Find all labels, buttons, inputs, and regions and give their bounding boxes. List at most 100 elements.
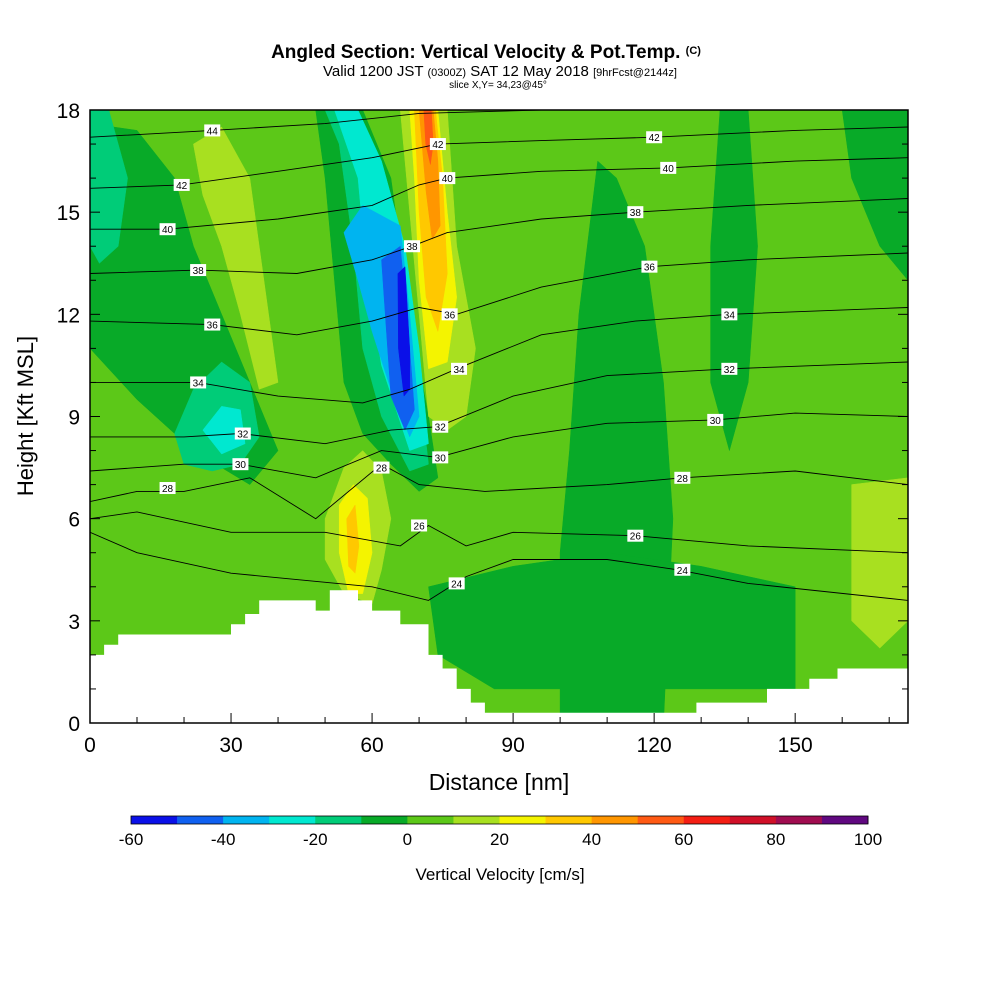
svg-text:32: 32 — [237, 430, 249, 441]
subtitle-utc: (0300Z) — [428, 67, 467, 79]
x-axis-label: Distance [nm] — [429, 769, 570, 795]
terrain — [90, 590, 908, 723]
theta-label-21: 38 — [627, 206, 644, 219]
theta-label-4: 36 — [204, 318, 221, 332]
svg-text:30: 30 — [235, 460, 247, 471]
velocity-region-22 — [851, 477, 908, 649]
colorbar-swatch-0 — [131, 816, 178, 824]
plot-area: 44 42 40 38 36 34 32 30 28 28 26 24 42 40 38 36 34 32 30 42… — [90, 110, 908, 723]
velocity-region-18 — [346, 504, 360, 574]
colorbar-frame — [130, 815, 869, 825]
x-axis: 0 30 60 90 120 150 — [84, 713, 890, 757]
subtitle-fcst: [9hrFcst@2144z] — [593, 67, 677, 79]
theta-label-6: 32 — [234, 427, 251, 441]
colorbar-tick-label-0: -60 — [119, 830, 144, 849]
colorbar-swatch-3 — [269, 816, 316, 824]
slice-label: slice X,Y= 34,23@45° — [449, 80, 547, 91]
svg-text:30: 30 — [710, 416, 722, 427]
svg-text:38: 38 — [193, 266, 205, 277]
theta-label-5: 34 — [190, 376, 207, 389]
x-tick-label-60: 60 — [360, 734, 383, 757]
svg-text:24: 24 — [677, 566, 689, 577]
theta-label-20: 40 — [660, 161, 677, 175]
colorbar-swatch-4 — [315, 816, 362, 824]
theta-label-24: 32 — [721, 362, 738, 376]
x-tick-label-30: 30 — [219, 734, 242, 757]
y-tick-label-15: 15 — [57, 202, 80, 225]
theta-label-15: 36 — [441, 308, 458, 321]
terrain-mask — [90, 590, 908, 723]
theta-label-12: 42 — [429, 138, 446, 151]
subtitle-valid: Valid 1200 JST — [323, 63, 423, 80]
theta-label-0: 44 — [204, 124, 221, 137]
svg-text:34: 34 — [193, 378, 205, 389]
svg-text:26: 26 — [630, 532, 642, 543]
colorbar-swatch-6 — [407, 816, 454, 824]
colorbar-tick-label-6: 60 — [674, 830, 693, 849]
colorbar-swatch-8 — [499, 816, 547, 824]
colorbar-swatch-11 — [637, 816, 685, 824]
svg-text:34: 34 — [453, 365, 465, 376]
theta-label-23: 34 — [721, 308, 738, 321]
colorbar: -60 -40 -20 0 20 40 60 80 100 — [119, 815, 882, 849]
svg-text:26: 26 — [414, 521, 426, 532]
theta-label-28: 24 — [674, 563, 691, 577]
svg-text:34: 34 — [724, 310, 736, 321]
theta-label-1: 42 — [173, 178, 190, 192]
theta-label-11: 24 — [448, 577, 465, 590]
x-tick-label-120: 120 — [637, 734, 672, 757]
velocity-region-2 — [193, 126, 279, 390]
theta-label-16: 34 — [451, 362, 468, 376]
colorbar-swatch-10 — [591, 816, 639, 824]
svg-text:44: 44 — [207, 126, 219, 137]
theta-label-27: 26 — [627, 529, 644, 543]
theta-isoline-44 — [90, 110, 908, 138]
svg-text:32: 32 — [435, 423, 447, 434]
theta-label-25: 30 — [707, 413, 724, 427]
colorbar-swatch-14 — [775, 816, 823, 824]
theta-isolines — [90, 110, 908, 601]
theta-label-14: 38 — [404, 240, 421, 253]
theta-isoline-32 — [90, 361, 908, 445]
svg-text:42: 42 — [432, 140, 444, 151]
colorbar-tick-label-3: 0 — [403, 830, 412, 849]
theta-label-8: 28 — [159, 482, 176, 495]
theta-isoline-40 — [90, 157, 908, 230]
colorbar-tick-label-5: 40 — [582, 830, 601, 849]
chart-title-unit: (C) — [686, 45, 702, 57]
colorbar-tick-label-8: 100 — [854, 830, 882, 849]
colorbar-label: Vertical Velocity [cm/s] — [415, 865, 584, 884]
svg-text:28: 28 — [162, 484, 174, 495]
y-tick-label-12: 12 — [57, 304, 80, 327]
theta-label-19: 42 — [646, 131, 663, 144]
theta-label-10: 26 — [411, 519, 428, 532]
velocity-region-1 — [90, 110, 128, 264]
chart-subtitle: Valid 1200 JST (0300Z) SAT 12 May 2018 [… — [323, 63, 677, 80]
velocity-region-4 — [202, 406, 246, 455]
colorbar-swatch-5 — [361, 816, 408, 824]
x-tick-label-0: 0 — [84, 734, 96, 757]
svg-text:28: 28 — [376, 464, 388, 475]
theta-label-22: 36 — [641, 260, 658, 274]
svg-text:40: 40 — [663, 164, 675, 175]
theta-isoline-28 — [90, 463, 908, 520]
velocity-shading — [90, 110, 908, 723]
colorbar-swatch-7 — [453, 816, 500, 824]
theta-label-3: 38 — [190, 264, 207, 277]
svg-text:38: 38 — [630, 208, 642, 219]
colorbar-tick-label-2: -20 — [303, 830, 328, 849]
y-tick-label-3: 3 — [68, 611, 80, 634]
theta-isoline-24 — [90, 531, 908, 601]
colorbar-swatch-2 — [223, 816, 270, 824]
theta-label-9: 28 — [373, 461, 390, 475]
svg-text:42: 42 — [649, 133, 661, 144]
theta-label-18: 30 — [432, 451, 449, 464]
colorbar-tick-label-4: 20 — [490, 830, 509, 849]
svg-text:42: 42 — [176, 181, 188, 192]
theta-label-17: 32 — [432, 420, 449, 434]
theta-isoline-38 — [90, 198, 908, 274]
chart-title: Angled Section: Vertical Velocity & Pot.… — [271, 42, 701, 63]
svg-text:40: 40 — [162, 225, 174, 236]
